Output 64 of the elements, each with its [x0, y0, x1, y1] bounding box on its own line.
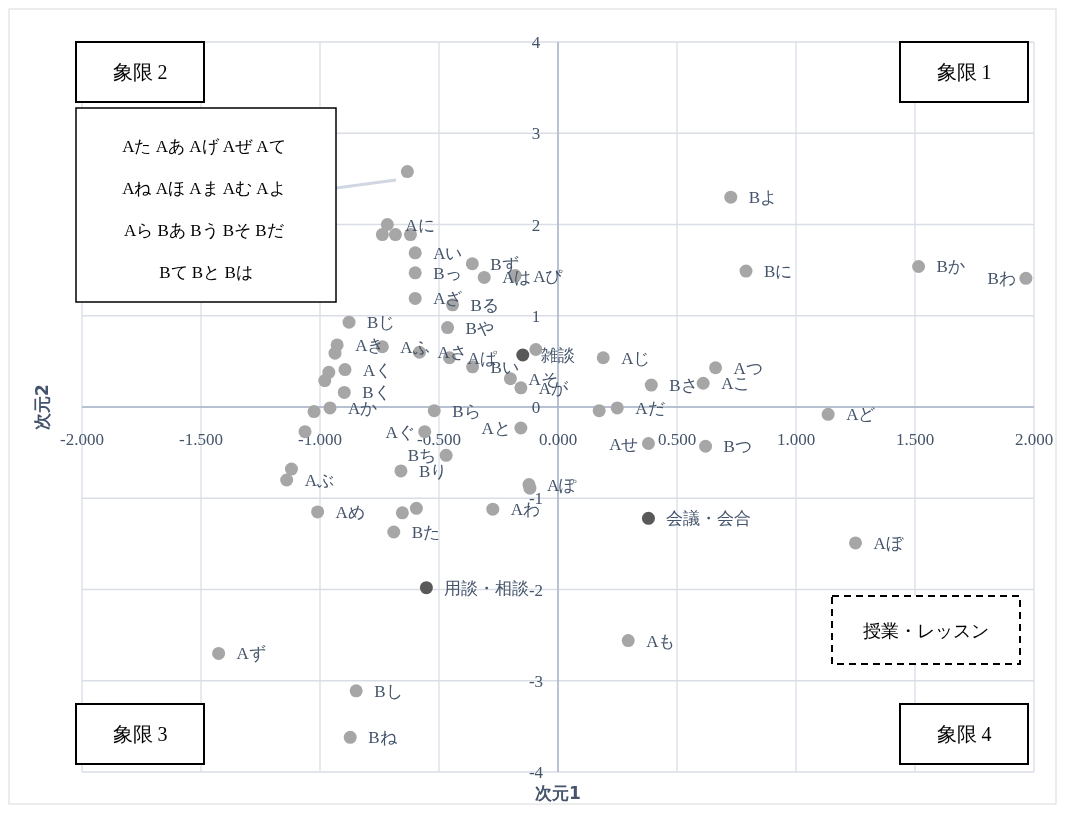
data-label: Bら	[452, 401, 481, 421]
annotation: 象限 4	[936, 723, 992, 745]
data-label: Aも	[646, 631, 676, 651]
data-label: Bや	[465, 318, 494, 338]
annotation: 象限 3	[112, 723, 168, 745]
annotation: 象限 1	[936, 61, 992, 83]
data-label: Aぐ	[385, 422, 415, 442]
x-tick-label: -2.000	[60, 430, 104, 449]
data-label: Aじ	[621, 348, 651, 368]
data-label: Bる	[470, 295, 499, 315]
data-label: Aざ	[433, 289, 463, 309]
data-label: Aど	[846, 405, 876, 425]
data-label: 用談・相談	[444, 577, 530, 598]
y-tick-label: 4	[531, 33, 541, 52]
x-axis-title: 次元1	[535, 783, 581, 803]
y-tick-label: 1	[531, 306, 541, 326]
y-tick-label: -2	[528, 580, 544, 600]
annotation: 授業・レッスン	[863, 620, 989, 641]
text: Aた Aあ Aげ Aぜ Aて Aね Aほ Aま Aむ Aよ Aら Bあ Bう Bそ Bだ Bて Bと Bは	[122, 137, 286, 282]
data-label: Aと	[481, 418, 511, 438]
data-label: Aぽ	[546, 475, 578, 495]
data-label: Bわ	[987, 269, 1016, 289]
x-tick-label: -1.500	[179, 430, 223, 449]
data-label: 雑談	[540, 344, 575, 365]
x-tick-label: 0.000	[538, 430, 578, 449]
data-label: Bさ	[669, 376, 698, 396]
x-tick-label: 2.000	[1014, 430, 1054, 449]
data-label: Bよ	[748, 188, 778, 208]
data-label: Bた	[411, 523, 441, 543]
point	[641, 511, 655, 525]
data-label: Aふ	[400, 337, 430, 357]
data-label: Aぶ	[304, 471, 334, 490]
data-label: Bつ	[723, 437, 752, 457]
data-label: Aだ	[635, 398, 665, 418]
data-label: Aに	[405, 215, 435, 235]
x-tick-label: 1.500	[895, 430, 935, 449]
data-label: Bか	[936, 257, 965, 277]
point	[516, 348, 530, 362]
data-label: Aぼ	[873, 533, 904, 553]
data-label: Aせ	[609, 434, 639, 454]
y-tick-label: -3	[528, 671, 544, 691]
annotation: 象限 2	[112, 61, 168, 83]
data-label: Bに	[764, 262, 793, 282]
data-label: Bね	[368, 728, 398, 748]
data-label: Aぴ	[533, 266, 564, 286]
data-label: Aい	[433, 243, 463, 263]
data-label: Bじ	[367, 313, 396, 333]
data-label: Bっ	[433, 263, 462, 283]
data-label: Aず	[236, 644, 266, 664]
data-label: 会議・会合	[666, 508, 752, 529]
data-label: Aさ	[437, 343, 467, 363]
y-tick-label: -4	[528, 763, 544, 782]
x-tick-label: 0.500	[657, 430, 697, 449]
data-label: Aく	[362, 360, 393, 380]
y-tick-label: 3	[531, 124, 541, 144]
y-axis-title: 次元2	[32, 384, 52, 430]
y-tick-label: 2	[531, 215, 541, 235]
point	[419, 581, 433, 595]
x-tick-label: 1.000	[776, 430, 816, 449]
x-tick-label: -1.000	[298, 430, 342, 449]
y-tick-label: 0	[531, 398, 541, 417]
data-label: Aき	[355, 335, 385, 355]
data-label: Bし	[374, 681, 403, 701]
data-label: Aめ	[335, 502, 365, 522]
